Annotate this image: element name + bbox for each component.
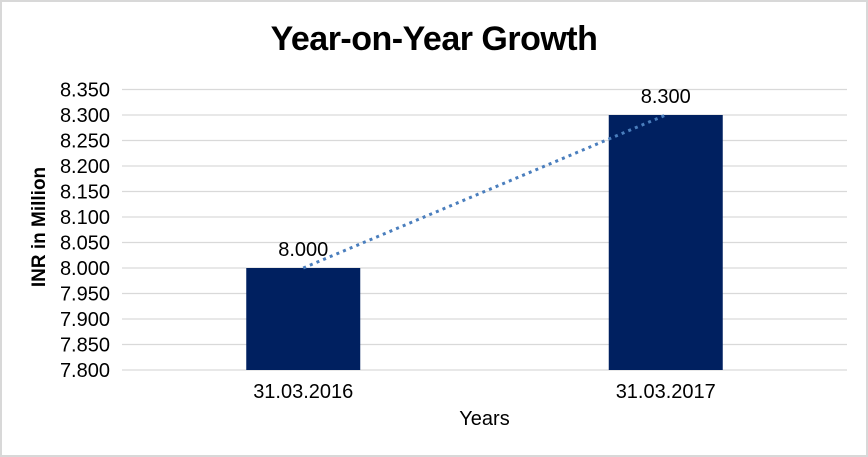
bar-value-label: 8.300	[641, 86, 691, 108]
y-tick-label: 8.100	[60, 207, 110, 229]
category-label: 31.03.2017	[616, 381, 716, 403]
x-axis-title: Years	[459, 408, 510, 430]
category-label: 31.03.2016	[253, 381, 353, 403]
y-tick-label: 7.800	[60, 360, 110, 382]
bar-value-label: 8.000	[278, 239, 328, 261]
trendline	[302, 113, 667, 270]
y-tick-label: 8.000	[60, 258, 110, 280]
y-tick-label: 8.350	[60, 80, 110, 102]
y-tick-label: 7.850	[60, 335, 110, 357]
chart-title: Year-on-Year Growth	[270, 20, 598, 58]
y-tick-label: 8.200	[60, 156, 110, 178]
y-tick-label: 8.250	[60, 131, 110, 153]
y-tick-label: 8.150	[60, 182, 110, 204]
bar	[608, 115, 723, 370]
y-tick-label: 8.050	[60, 233, 110, 255]
bar	[246, 268, 361, 370]
y-tick-label: 7.950	[60, 284, 110, 306]
y-tick-label: 7.900	[60, 309, 110, 331]
y-tick-label: 8.300	[60, 105, 110, 127]
